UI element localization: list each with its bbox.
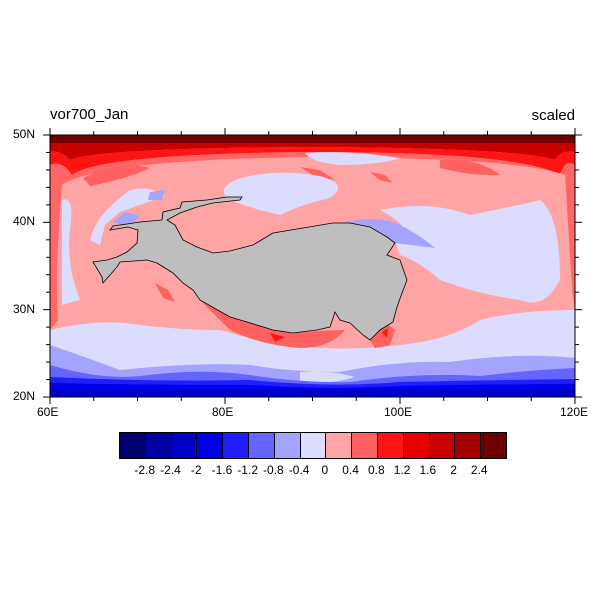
colorbar-label: -2.4 xyxy=(160,463,181,477)
colorbar-label: -1.6 xyxy=(211,463,233,477)
y-tick-label: 50N xyxy=(13,127,36,141)
colorbar-label: 0 xyxy=(321,463,329,477)
colorbar-swatch xyxy=(248,433,275,458)
colorbar-swatch xyxy=(429,433,456,458)
colorbar-label: -2 xyxy=(190,463,202,477)
y-tick-label: 20N xyxy=(13,389,36,403)
colorbar-swatch xyxy=(481,433,506,458)
y-tick-label: 30N xyxy=(13,302,36,316)
colorbar-swatch xyxy=(223,433,249,458)
x-tick-label: 120E xyxy=(560,405,589,419)
colorbar-swatch xyxy=(300,433,327,458)
colorbar-swatch xyxy=(197,433,224,458)
colorbar-label: 1.6 xyxy=(419,463,437,477)
colorbar-label: 1.2 xyxy=(393,463,411,477)
colorbar-swatch xyxy=(274,433,301,458)
tibetan-plateau-landmask xyxy=(92,196,408,341)
x-tick-label: 80E xyxy=(212,405,234,419)
colorbar-label: -1.2 xyxy=(237,463,258,477)
colorbar-swatch xyxy=(377,433,404,458)
colorbar-label: 0.4 xyxy=(342,463,359,477)
colorbar-labels: -2.8 -2.4 -2 -1.6 -1.2 -0.8 -0.4 0 0.4 0.8 1.2 1.6 2… xyxy=(119,463,505,479)
colorbar xyxy=(119,432,507,459)
colorbar-swatch xyxy=(145,433,172,458)
plot-right-title: scaled xyxy=(531,107,575,124)
colorbar-label: 0.8 xyxy=(367,463,385,477)
colorbar-swatch xyxy=(326,433,353,458)
contour-field xyxy=(50,135,575,397)
colorbar-label: -2.8 xyxy=(134,463,156,477)
colorbar-swatch xyxy=(120,433,146,458)
axis-ticks xyxy=(43,128,582,404)
x-tick-label: 60E xyxy=(37,405,59,419)
colorbar-label: 2.4 xyxy=(470,463,488,477)
plot-left-title: vor700_Jan xyxy=(50,106,129,123)
colorbar-label: 2 xyxy=(450,463,457,477)
y-tick-label: 40N xyxy=(13,214,36,228)
colorbar-swatch xyxy=(352,433,378,458)
colorbar-swatch xyxy=(455,433,482,458)
colorbar-swatch xyxy=(171,433,198,458)
colorbar-label: -0.8 xyxy=(263,463,284,477)
colorbar-swatch xyxy=(403,433,430,458)
colorbar-label: -0.4 xyxy=(288,463,310,477)
x-tick-label: 100E xyxy=(384,405,413,419)
